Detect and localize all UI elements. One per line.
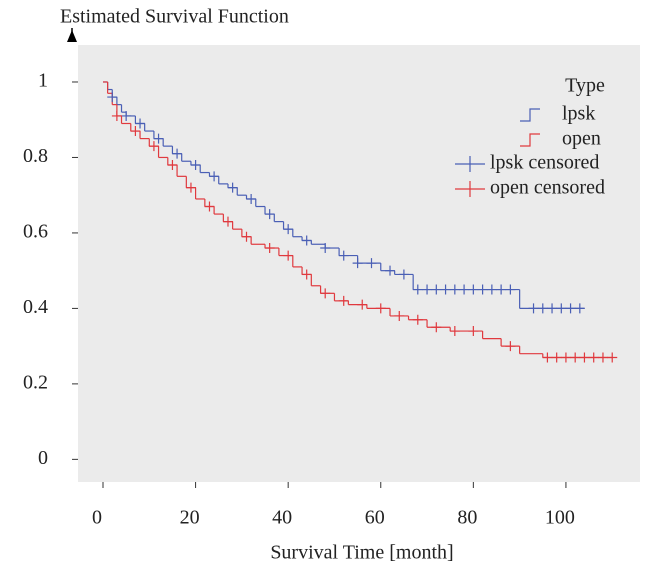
censor-mark xyxy=(449,326,460,337)
censor-mark xyxy=(153,133,164,144)
censor-mark xyxy=(352,258,363,269)
censor-mark xyxy=(209,171,220,182)
y-axis-arrowhead xyxy=(67,30,77,42)
censor-mark xyxy=(607,352,618,363)
censor-mark xyxy=(283,224,294,235)
y-tick-label: 0.4 xyxy=(23,296,48,318)
y-tick-label: 0.6 xyxy=(23,221,48,243)
censor-mark xyxy=(320,243,331,254)
censor-mark xyxy=(148,141,159,152)
censor-mark xyxy=(241,231,252,242)
x-tick-label: 60 xyxy=(365,507,385,529)
x-tick-label: 100 xyxy=(545,507,575,529)
legend-symbol xyxy=(455,156,485,172)
censor-mark xyxy=(588,352,599,363)
legend-title: Type xyxy=(565,75,605,97)
censor-mark xyxy=(459,284,470,295)
censor-mark xyxy=(222,216,233,227)
censor-mark xyxy=(301,269,312,280)
censor-mark xyxy=(130,126,141,137)
censor-mark xyxy=(172,148,183,159)
x-tick-label: 0 xyxy=(92,507,102,529)
censor-mark xyxy=(107,92,118,103)
censor-mark xyxy=(246,193,257,204)
censor-mark xyxy=(574,303,585,314)
censor-mark xyxy=(264,209,275,220)
censor-mark xyxy=(121,110,132,121)
y-tick-label: 0.8 xyxy=(23,145,48,167)
y-tick-label: 0 xyxy=(38,447,48,469)
censor-mark xyxy=(338,295,349,306)
censor-mark xyxy=(338,250,349,261)
censor-mark xyxy=(556,303,567,314)
censor-mark xyxy=(505,341,516,352)
legend-label: open xyxy=(562,128,601,150)
censor-mark xyxy=(135,118,146,129)
censor-mark xyxy=(468,284,479,295)
censor-mark xyxy=(560,352,571,363)
censor-mark xyxy=(398,269,409,280)
censor-mark xyxy=(579,352,590,363)
censor-mark xyxy=(440,284,451,295)
legend-symbol xyxy=(520,108,540,122)
censor-mark xyxy=(357,299,368,310)
censor-mark xyxy=(204,201,215,212)
censor-mark xyxy=(431,322,442,333)
y-tick-label: 1 xyxy=(38,70,48,92)
censor-mark xyxy=(190,160,201,171)
censor-mark xyxy=(375,303,386,314)
censor-mark xyxy=(283,250,294,261)
censor-mark xyxy=(449,284,460,295)
censor-mark xyxy=(468,326,479,337)
y-tick-label: 0.2 xyxy=(23,371,48,393)
censor-mark xyxy=(547,303,558,314)
censor-mark xyxy=(412,284,423,295)
censor-mark xyxy=(597,352,608,363)
censor-mark xyxy=(412,314,423,325)
censor-mark xyxy=(366,258,377,269)
y-axis-title: Estimated Survival Function xyxy=(60,6,289,28)
legend-label: open censored xyxy=(490,177,605,199)
censor-mark xyxy=(320,288,331,299)
censor-mark xyxy=(542,352,553,363)
censor-mark xyxy=(227,182,238,193)
censor-mark xyxy=(565,303,576,314)
censor-mark xyxy=(551,352,562,363)
legend-symbol xyxy=(455,181,485,197)
censor-mark xyxy=(167,160,178,171)
censor-mark xyxy=(385,265,396,276)
censor-mark xyxy=(264,243,275,254)
censor-mark xyxy=(570,352,581,363)
legend-label: lpsk censored xyxy=(490,152,599,174)
censor-mark xyxy=(477,284,488,295)
censor-mark xyxy=(301,235,312,246)
censor-mark xyxy=(496,284,507,295)
censor-mark xyxy=(537,303,548,314)
censor-mark xyxy=(505,284,516,295)
legend-symbol xyxy=(520,133,540,147)
censor-mark xyxy=(486,284,497,295)
x-tick-label: 40 xyxy=(272,507,292,529)
censor-mark xyxy=(185,182,196,193)
x-tick-label: 20 xyxy=(180,507,200,529)
censor-mark xyxy=(422,284,433,295)
x-axis-title: Survival Time [month] xyxy=(270,542,453,564)
legend-label: lpsk xyxy=(562,103,595,125)
x-tick-label: 80 xyxy=(457,507,477,529)
censor-mark xyxy=(394,310,405,321)
censor-mark xyxy=(431,284,442,295)
censor-mark xyxy=(111,110,122,121)
censor-mark xyxy=(528,303,539,314)
